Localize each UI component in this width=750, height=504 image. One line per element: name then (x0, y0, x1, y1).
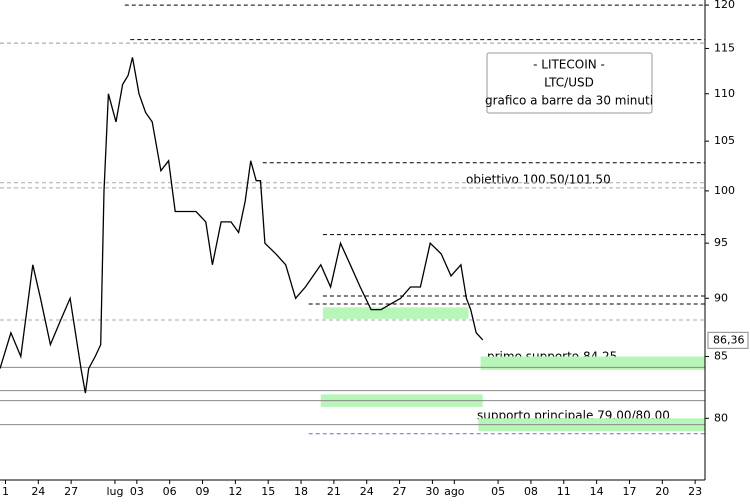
x-tick-label: 12 (228, 485, 242, 498)
x-tick-label: 03 (130, 485, 144, 498)
axis-panel (0, 480, 750, 500)
y-tick-label: 105 (714, 134, 735, 147)
title-line: LTC/USD (544, 76, 594, 90)
x-tick-label: lug (106, 485, 123, 498)
support-zone (322, 307, 469, 319)
support-zone (480, 356, 705, 370)
last-price-box (707, 331, 749, 349)
y-tick-label: 100 (714, 184, 735, 197)
x-tick-label: 27 (393, 485, 407, 498)
x-tick-label: 08 (524, 485, 538, 498)
x-tick-label: 24 (31, 485, 45, 498)
x-tick-label: 21 (327, 485, 341, 498)
x-tick-label: 18 (294, 485, 308, 498)
x-tick-label: 24 (360, 485, 374, 498)
annotation: obiettivo 100.50/101.50 (466, 173, 611, 187)
y-tick-label: 90 (714, 291, 728, 304)
x-tick-label: 14 (590, 485, 604, 498)
x-tick-label: 15 (261, 485, 275, 498)
y-tick-label: 85 (714, 350, 728, 363)
x-tick-label: 20 (655, 485, 669, 498)
last-price-label: 86,36 (713, 333, 745, 346)
x-tick-label: 09 (196, 485, 210, 498)
x-tick-label: 23 (688, 485, 702, 498)
x-tick-label: ago (444, 485, 465, 498)
title-line: - LITECOIN - (533, 58, 605, 72)
y-tick-label: 110 (714, 87, 735, 100)
x-tick-label: 11 (557, 485, 571, 498)
x-tick-label: 17 (622, 485, 636, 498)
x-tick-label: 06 (163, 485, 177, 498)
price-line (0, 57, 484, 394)
y-tick-label: 115 (714, 41, 735, 54)
y-tick-label: 95 (714, 236, 728, 249)
title-line: grafico a barre da 30 minuti (485, 94, 653, 108)
y-tick-label: 120 (714, 0, 735, 11)
x-tick-label: 30 (425, 485, 439, 498)
y-tick-label: 80 (714, 411, 728, 424)
x-tick-label: 1 (2, 485, 9, 498)
x-tick-label: 27 (64, 485, 78, 498)
axis-panel (705, 0, 750, 500)
title-box (486, 52, 653, 114)
x-tick-label: 05 (491, 485, 505, 498)
